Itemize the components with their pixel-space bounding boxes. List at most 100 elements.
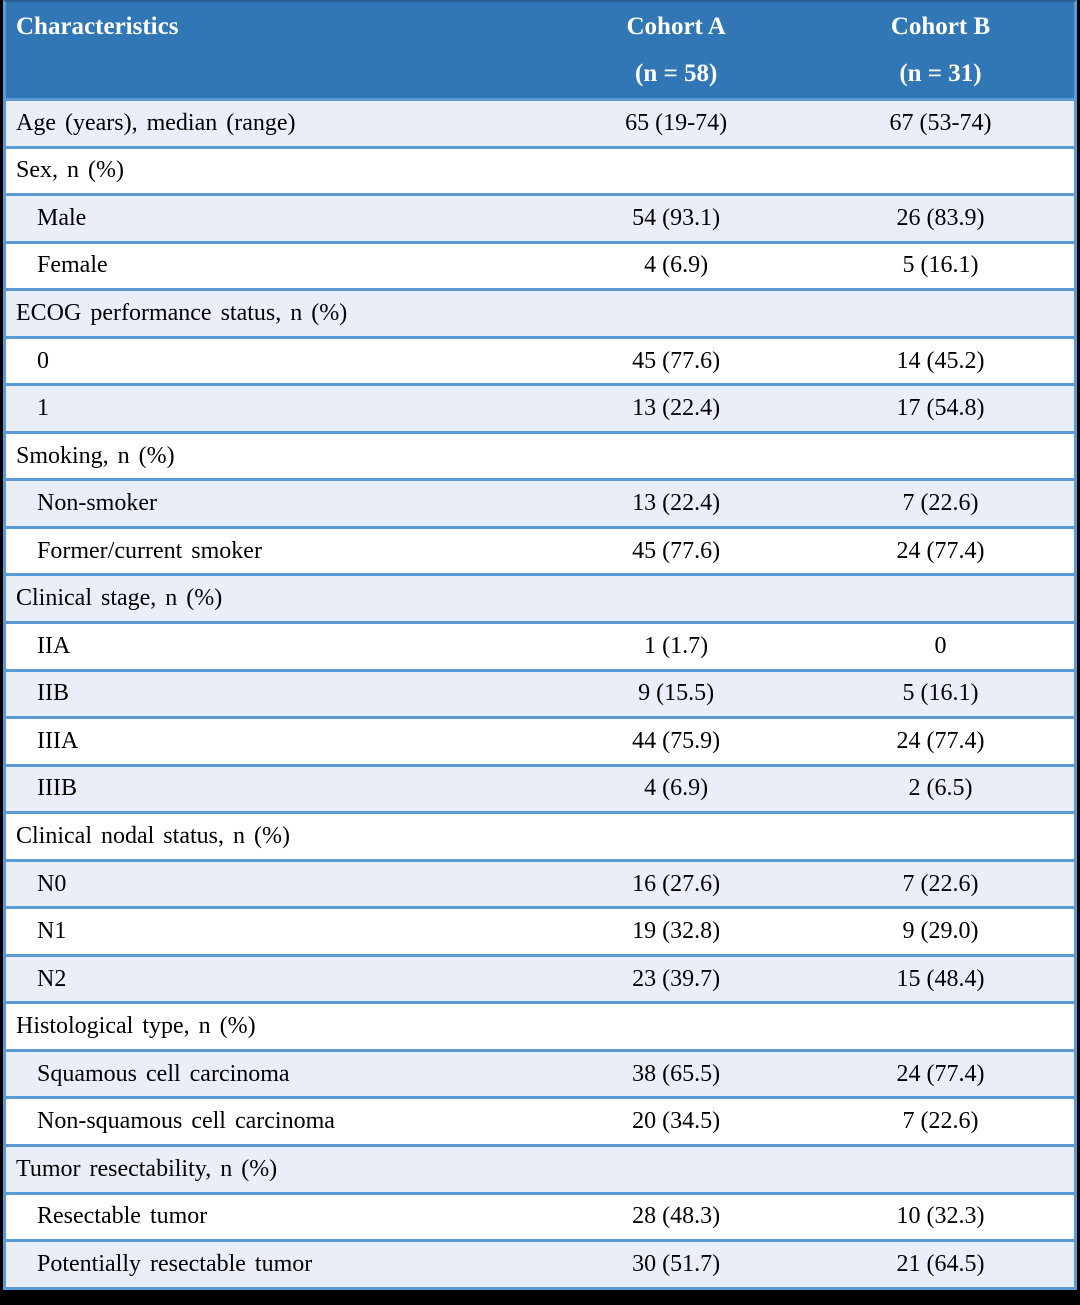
cohort-a-value: 54 (93.1) [632, 204, 721, 231]
table-row: 1 13 (22.4) 17 (54.8) [6, 384, 1074, 433]
cohort-b-value [807, 1003, 1074, 1051]
table-row: Female 4 (6.9) 5 (16.1) [6, 242, 1074, 290]
cohort-b-value [807, 147, 1074, 195]
cohort-b-value [807, 290, 1074, 338]
row-label: Female [37, 252, 108, 279]
cohort-a-value [545, 1146, 807, 1194]
row-label: Tumor resectability, n (%) [16, 1155, 278, 1182]
table-row: Clinical nodal status, n (%) [6, 812, 1074, 861]
cohort-a-value [545, 432, 807, 480]
cohort-b-n: (n = 31) [899, 60, 982, 87]
table-row: N0 16 (27.6) 7 (22.6) [6, 860, 1074, 908]
cohort-a-value: 28 (48.3) [632, 1203, 721, 1230]
cohort-a-value: 65 (19-74) [625, 109, 728, 136]
cohort-a-value: 16 (27.6) [632, 870, 721, 897]
cohort-b-value: 15 (48.4) [896, 965, 985, 992]
row-label: IIIB [37, 775, 77, 802]
cohort-a-value: 9 (15.5) [638, 680, 715, 707]
table-row: Non-squamous cell carcinoma 20 (34.5) 7 (2… [6, 1097, 1074, 1146]
row-label: N2 [37, 965, 67, 992]
cohort-a-value [545, 813, 807, 861]
cohort-b-value: 67 (53-74) [889, 109, 992, 136]
table-row: 0 45 (77.6) 14 (45.2) [6, 337, 1074, 385]
row-label: IIB [37, 680, 69, 707]
table-row: Histological type, n (%) [6, 1002, 1074, 1051]
table-row: IIA 1 (1.7) 0 [6, 622, 1074, 671]
cohort-b-value: 7 (22.6) [902, 1108, 979, 1135]
header-characteristics: Characteristics [6, 2, 546, 100]
table-row: Smoking, n (%) [6, 432, 1074, 480]
cohort-a-value: 13 (22.4) [632, 490, 721, 517]
table-row: IIIB 4 (6.9) 2 (6.5) [6, 765, 1074, 813]
table-row: ECOG performance status, n (%) [6, 289, 1074, 338]
cohort-b-value: 17 (54.8) [896, 395, 985, 422]
table-body: Age (years), median (range) 65 (19-74) 67 … [6, 99, 1074, 1289]
cohort-b-value: 0 [934, 632, 947, 659]
cohort-b-value: 26 (83.9) [896, 204, 985, 231]
table-row: Male 54 (93.1) 26 (83.9) [6, 194, 1074, 243]
row-label: Non-squamous cell carcinoma [37, 1108, 335, 1135]
cohort-a-value [545, 290, 807, 338]
cohort-b-value [807, 432, 1074, 480]
cohort-b-value: 2 (6.5) [908, 775, 973, 802]
row-label: Sex, n (%) [16, 157, 124, 184]
cohort-b-name: Cohort B [890, 13, 991, 40]
row-label: Age (years), median (range) [16, 109, 296, 136]
row-label: Clinical stage, n (%) [16, 585, 223, 612]
cohort-a-value: 44 (75.9) [632, 727, 721, 754]
table-row: Tumor resectability, n (%) [6, 1145, 1074, 1194]
cohort-a-value: 45 (77.6) [632, 347, 721, 374]
cohort-a-name: Cohort A [626, 13, 726, 40]
cohort-a-value [545, 147, 807, 195]
row-label: Smoking, n (%) [16, 442, 175, 469]
row-label: ECOG performance status, n (%) [16, 299, 348, 326]
cohort-b-value: 24 (77.4) [896, 1060, 985, 1087]
table-frame: Characteristics Cohort A (n = 58) Cohort… [3, 0, 1077, 1290]
row-label: Histological type, n (%) [16, 1013, 256, 1040]
cohort-a-value: 38 (65.5) [632, 1060, 721, 1087]
cohort-b-value: 7 (22.6) [902, 490, 979, 517]
cohort-a-value [545, 1003, 807, 1051]
row-label: 0 [37, 347, 49, 374]
cohort-b-value: 21 (64.5) [896, 1251, 985, 1278]
table-row: Age (years), median (range) 65 (19-74) 67 … [6, 99, 1074, 148]
table-row: IIIA 44 (75.9) 24 (77.4) [6, 717, 1074, 766]
cohort-a-value: 4 (6.9) [644, 775, 709, 802]
cohort-b-value: 24 (77.4) [896, 537, 985, 564]
header-cohort-a: Cohort A (n = 58) [545, 2, 807, 100]
cohort-b-value [807, 813, 1074, 861]
table-row: Squamous cell carcinoma 38 (65.5) 24 (77.4… [6, 1050, 1074, 1098]
patient-characteristics-table: Characteristics Cohort A (n = 58) Cohort… [6, 2, 1074, 1290]
table-row: Sex, n (%) [6, 147, 1074, 195]
row-label: Clinical nodal status, n (%) [16, 822, 290, 849]
row-label: Potentially resectable tumor [37, 1251, 313, 1278]
cohort-b-value: 9 (29.0) [902, 918, 979, 945]
row-label: Resectable tumor [37, 1203, 208, 1230]
cohort-b-value [807, 1146, 1074, 1194]
table-row: IIB 9 (15.5) 5 (16.1) [6, 670, 1074, 718]
row-label: IIA [37, 632, 71, 659]
table-row: N2 23 (39.7) 15 (48.4) [6, 955, 1074, 1003]
table-row: N1 19 (32.8) 9 (29.0) [6, 907, 1074, 956]
bottom-black-bar [0, 1290, 1080, 1305]
header-characteristics-spacer [6, 50, 545, 97]
cohort-b-value [807, 575, 1074, 623]
cohort-a-value: 45 (77.6) [632, 537, 721, 564]
cohort-b-value: 7 (22.6) [902, 870, 979, 897]
header-characteristics-label: Characteristics [16, 13, 179, 40]
cohort-a-value: 23 (39.7) [632, 965, 721, 992]
header-cohort-b: Cohort B (n = 31) [806, 2, 1074, 100]
table-row: Non-smoker 13 (22.4) 7 (22.6) [6, 479, 1074, 528]
cohort-b-value: 5 (16.1) [902, 680, 979, 707]
table-row: Former/current smoker 45 (77.6) 24 (77.4) [6, 527, 1074, 575]
row-label: Male [37, 204, 87, 231]
cohort-a-value [545, 575, 807, 623]
cohort-a-value: 30 (51.7) [632, 1251, 721, 1278]
table-row: Resectable tumor 28 (48.3) 10 (32.3) [6, 1193, 1074, 1241]
cohort-a-value: 19 (32.8) [632, 918, 721, 945]
cohort-b-value: 14 (45.2) [896, 347, 985, 374]
header-row: Characteristics Cohort A (n = 58) Cohort… [6, 2, 1074, 100]
row-label: Non-smoker [37, 490, 157, 517]
cohort-b-value: 24 (77.4) [896, 727, 985, 754]
row-label: IIIA [37, 727, 79, 754]
